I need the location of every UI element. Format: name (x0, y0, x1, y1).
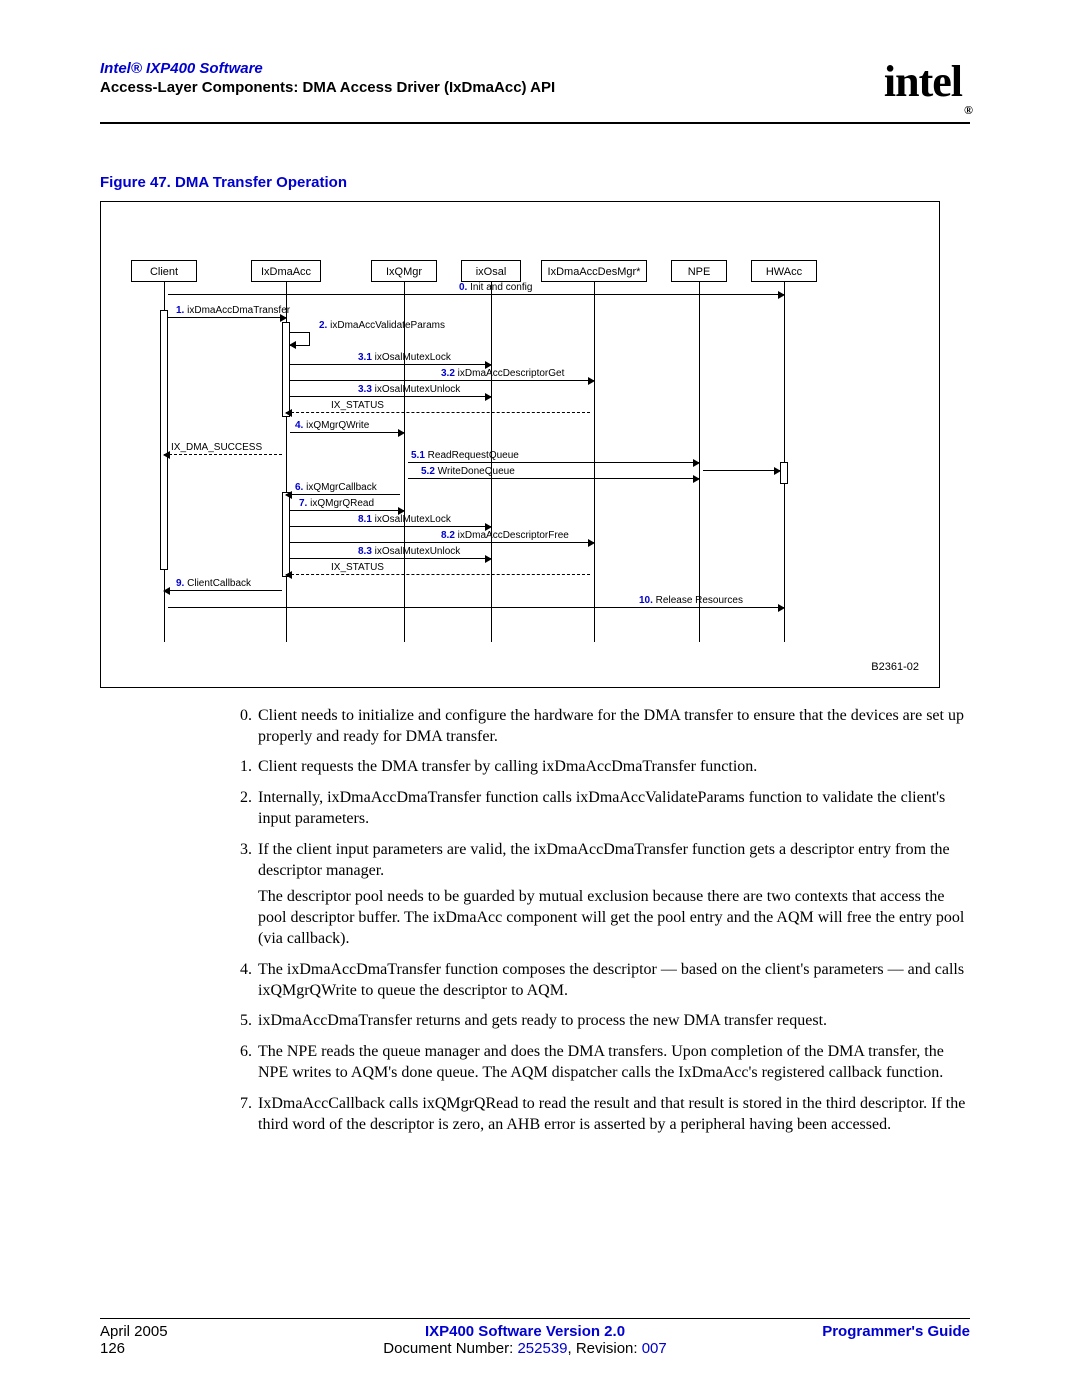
msg-label: 1. ixDmaAccDmaTransfer (176, 305, 290, 316)
footer-docline: Document Number: 252539, Revision: 007 (280, 1340, 770, 1357)
msg-label: 3.2 ixDmaAccDescriptorGet (441, 368, 564, 379)
msg-label: 8.3 ixOsalMutexUnlock (358, 546, 460, 557)
list-item: 4.The ixDmaAccDmaTransfer function compo… (230, 960, 970, 1002)
msg-label: 7. ixQMgrQRead (299, 498, 374, 509)
msg-label: 0. Init and config (459, 282, 532, 293)
list-item: 1.Client requests the DMA transfer by ca… (230, 757, 970, 778)
actor-hwacc: HWAcc (751, 260, 817, 282)
msg-label: 3.3 ixOsalMutexUnlock (358, 384, 460, 395)
intel-logo: intel® (884, 56, 970, 110)
msg-label: 2. ixDmaAccValidateParams (319, 320, 445, 331)
msg-label: IX_DMA_SUCCESS (171, 442, 262, 453)
section-title: Access-Layer Components: DMA Access Driv… (100, 79, 884, 96)
msg-label: IX_STATUS (331, 562, 384, 573)
actor-ixosal: ixOsal (461, 260, 521, 282)
msg-label: 8.1 ixOsalMutexLock (358, 514, 451, 525)
list-item: 2.Internally, ixDmaAccDmaTransfer functi… (230, 788, 970, 830)
list-item: 3.If the client input parameters are val… (230, 840, 970, 950)
list-item: 6.The NPE reads the queue manager and do… (230, 1042, 970, 1084)
msg-label: 3.1 ixOsalMutexLock (358, 352, 451, 363)
msg-label: 5.2 WriteDoneQueue (421, 466, 515, 477)
msg-label: IX_STATUS (331, 400, 384, 411)
actor-ixdmaacc: IxDmaAcc (251, 260, 321, 282)
list-item: 7.IxDmaAccCallback calls ixQMgrQRead to … (230, 1094, 970, 1136)
msg-label: 10. Release Resources (639, 595, 743, 606)
footer-page: 126 (100, 1340, 280, 1357)
sequence-diagram: B2361-02 Client IxDmaAcc IxQMgr ixOsal IxDma… (100, 201, 940, 688)
msg-label: 8.2 ixDmaAccDescriptorFree (441, 530, 569, 541)
diagram-ref-id: B2361-02 (871, 661, 919, 673)
page-footer: April 2005 126 IXP400 Software Version 2… (100, 1318, 970, 1357)
msg-label: 5.1 ReadRequestQueue (411, 450, 519, 461)
figure-caption: Figure 47. DMA Transfer Operation (100, 174, 970, 191)
footer-guide: Programmer's Guide (770, 1323, 970, 1340)
product-name: Intel® IXP400 Software (100, 60, 884, 77)
page-header: Intel® IXP400 Software Access-Layer Comp… (100, 60, 970, 124)
msg-label: 4. ixQMgrQWrite (295, 420, 369, 431)
list-item: 0.Client needs to initialize and configu… (230, 706, 970, 748)
footer-date: April 2005 (100, 1323, 280, 1340)
msg-label: 9. ClientCallback (176, 578, 251, 589)
footer-version: IXP400 Software Version 2.0 (280, 1323, 770, 1340)
list-item: 5.ixDmaAccDmaTransfer returns and gets r… (230, 1011, 970, 1032)
actor-npe: NPE (671, 260, 727, 282)
msg-label: 6. ixQMgrCallback (295, 482, 377, 493)
actor-ixdmaaccdesmgr*: IxDmaAccDesMgr* (541, 260, 647, 282)
actor-ixqmgr: IxQMgr (371, 260, 437, 282)
step-list: 0.Client needs to initialize and configu… (100, 706, 970, 1136)
actor-client: Client (131, 260, 197, 282)
